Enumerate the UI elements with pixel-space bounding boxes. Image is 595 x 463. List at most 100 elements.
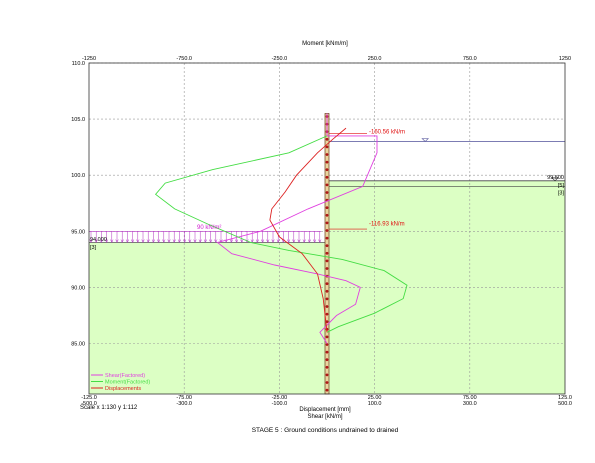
wall-node — [325, 251, 329, 255]
wall-node — [325, 244, 329, 248]
surcharge-arrow-head — [120, 239, 124, 244]
left-axis-tick-label: 100.0 — [71, 173, 85, 179]
annotation-label: 90 kN/m² — [197, 225, 221, 231]
surcharge-arrow-head — [287, 239, 291, 244]
surcharge-arrow-head — [136, 239, 140, 244]
bottom-axis-tick-label: 300.0 — [463, 401, 477, 407]
bottom-axis-tick-label: 125.0 — [558, 395, 572, 401]
wall-node — [325, 373, 329, 377]
wall-node — [325, 358, 329, 362]
wall-node — [325, 381, 329, 384]
bottom-axis-tick-label: -100.0 — [272, 401, 288, 407]
right-level-marker — [551, 177, 559, 182]
surcharge-arrow-head — [219, 239, 223, 244]
surcharge-arrow-head — [193, 239, 197, 244]
surcharge-arrow-head — [297, 239, 301, 244]
surcharge-arrow-head — [188, 239, 192, 244]
scale-text: Scale x 1:130 y 1:112 — [80, 405, 138, 411]
surcharge-arrow-head — [183, 239, 187, 244]
left-axis-tick-label: 105.0 — [71, 117, 85, 123]
bottom-axis-tick-label: -125.0 — [81, 395, 97, 401]
legend-label: Moment(Factored) — [105, 380, 150, 386]
top-axis-tick-label: -250.0 — [272, 56, 288, 62]
surcharge-arrow-head — [292, 239, 296, 244]
wall-node — [325, 137, 329, 141]
bottom-axis-tick-label: -25.00 — [272, 395, 288, 401]
structure-layer — [89, 113, 565, 395]
annotation-label: [3] — [90, 245, 97, 251]
wall-node — [325, 206, 329, 210]
surcharge-arrow-head — [162, 239, 166, 244]
surcharge-arrow-head — [198, 239, 202, 244]
axes-layer: -1250 -750.0 -250.0 250.0 750.0 1250 85.00 90.0… — [71, 56, 572, 407]
surcharge-arrow-head — [209, 239, 213, 244]
series-layer — [154, 113, 408, 344]
surcharge-arrow-head — [177, 239, 181, 244]
surcharge-arrow-head — [266, 239, 270, 244]
surcharge-arrow-head — [99, 239, 103, 244]
surcharge-arrow-head — [105, 239, 109, 244]
bottom-axis-tick-label: 500.0 — [558, 401, 572, 407]
surcharge-arrow-head — [261, 239, 265, 244]
left-axis-tick-label: 110.0 — [72, 61, 85, 67]
surcharge-arrow-head — [307, 239, 311, 244]
bottom-axis-tick-label: 75.00 — [463, 395, 477, 401]
bottom-axis-tick-label: 25.00 — [368, 395, 382, 401]
surcharge-arrow-head — [131, 239, 135, 244]
surcharge-arrow-head — [151, 239, 155, 244]
wall-node — [325, 388, 329, 392]
wall-node — [325, 305, 329, 308]
surcharge-arrow-head — [240, 239, 244, 244]
annotation-label: -160.56 kN/m — [369, 130, 405, 136]
wall-node — [325, 191, 329, 194]
surcharge-arrow-head — [271, 239, 275, 244]
wall-node — [325, 229, 329, 232]
bottom-axis-tick-label: -300.0 — [176, 401, 192, 407]
bottom-axis-tick-label: -500.0 — [81, 401, 97, 407]
wall-node — [325, 213, 329, 217]
annotation-label: [5] — [558, 183, 565, 189]
plot-frame — [88, 62, 566, 395]
surcharge-arrow-head — [172, 239, 176, 244]
top-axis-tick-label: 750.0 — [463, 56, 477, 62]
surcharge-arrow-head — [318, 239, 322, 244]
surcharge-arrow-head — [302, 239, 306, 244]
surcharge-arrow-head — [229, 239, 233, 244]
wall-node — [325, 282, 329, 286]
series-line-displacement — [269, 127, 347, 333]
surcharge-arrow-head — [146, 239, 150, 244]
bottom-axis-title-displacement: Displacement [mm] — [299, 407, 351, 413]
surcharge-arrow-head — [141, 239, 145, 244]
wall-node — [325, 259, 329, 263]
stage-caption: STAGE 5 : Ground conditions undrained to… — [252, 427, 399, 434]
annotation-layer: 94.000[3]99.500[5][3]-160.56 kN/m-116.93… — [90, 130, 564, 392]
left-axis-tick-label: 90.00 — [71, 285, 85, 291]
wall-node — [325, 183, 329, 187]
bottom-axis-tick-label: -75.00 — [176, 395, 192, 401]
wall-node — [325, 343, 329, 346]
bottom-axis-title-shear: Shear [kN/m] — [307, 414, 342, 420]
surcharge-arrow-head — [313, 239, 317, 244]
series-line-moment — [154, 135, 408, 333]
legend-label: Displacements — [105, 386, 141, 392]
wall-node — [325, 335, 329, 339]
soil-left-region — [89, 242, 327, 394]
top-axis-tick-label: 1250 — [559, 56, 571, 62]
annotation-label: 99.500 — [547, 175, 564, 181]
legend-label: Shear(Factored) — [105, 373, 145, 379]
surcharge-arrow-head — [94, 239, 98, 244]
wall-node — [325, 153, 329, 156]
surcharge-arrow-head — [235, 239, 239, 244]
wall-node — [325, 365, 329, 369]
wall-node — [325, 289, 329, 293]
wall-node — [325, 297, 329, 301]
top-axis-tick-label: -750.0 — [176, 56, 192, 62]
wall-node — [325, 236, 329, 240]
annotation-label: -116.93 kN/m — [369, 222, 405, 228]
surcharge-arrow-head — [110, 239, 114, 244]
annotation-label: [3] — [558, 190, 565, 196]
wall-node — [325, 160, 329, 164]
wall-node — [325, 168, 329, 172]
top-axis-title: Moment [kNm/m] — [302, 41, 348, 47]
